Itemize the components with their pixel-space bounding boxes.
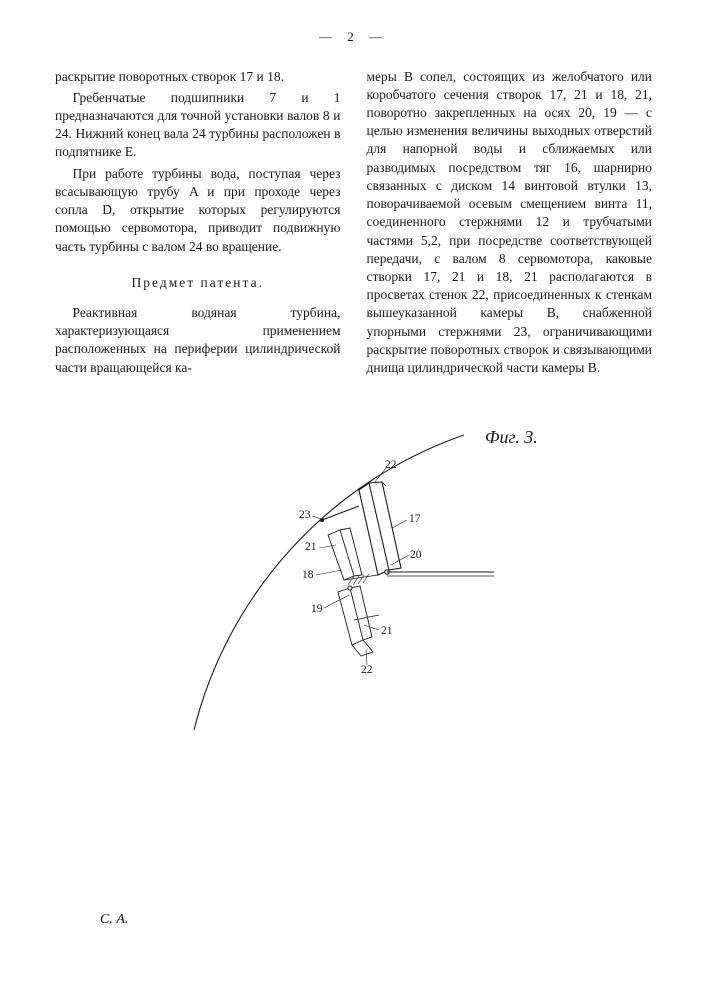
figure-3: Фиг. 3. (55, 420, 652, 780)
patent-subject-heading: Предмет патента. (55, 274, 341, 292)
label-22-top: 22 (385, 458, 397, 474)
figure-svg (154, 420, 554, 750)
figure-caption: Фиг. 3. (485, 425, 538, 449)
label-20: 20 (410, 548, 422, 564)
left-column: раскрытие поворотных створок 17 и 18. Гр… (55, 68, 341, 381)
right-column: меры B сопел, состоящих из желобчатого и… (367, 68, 653, 381)
label-23: 23 (299, 508, 311, 524)
signature: С. А. (100, 911, 128, 930)
label-22-bottom: 22 (361, 663, 373, 679)
page-number: — 2 — (55, 28, 652, 46)
label-18: 18 (302, 568, 314, 584)
left-p3: При работе турбины вода, поступая через … (55, 165, 341, 256)
label-21-top: 21 (305, 540, 317, 556)
left-p4: Реактивная водяная турбина, характеризую… (55, 304, 341, 377)
label-21-bottom: 21 (381, 624, 393, 640)
right-p1: меры B сопел, состоящих из желобчатого и… (367, 68, 653, 378)
left-p2: Гребенчатые подшипники 7 и 1 предназнача… (55, 89, 341, 162)
left-p1: раскрытие поворотных створок 17 и 18. (55, 68, 341, 86)
text-columns: раскрытие поворотных створок 17 и 18. Гр… (55, 68, 652, 381)
label-19: 19 (311, 602, 323, 618)
label-17: 17 (409, 512, 421, 528)
